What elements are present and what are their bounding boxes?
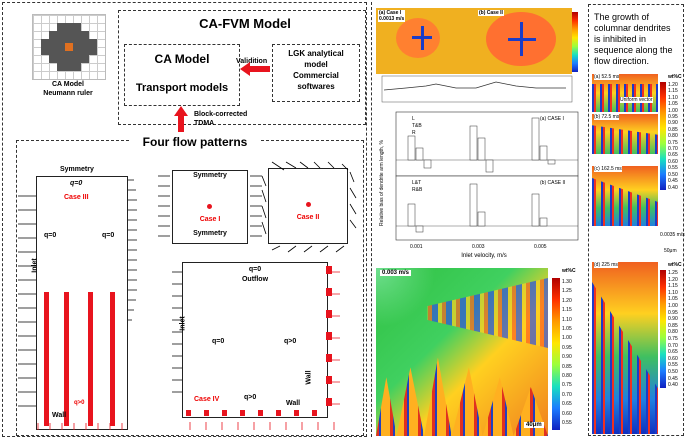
tdma-arrow <box>174 106 188 132</box>
case4-outflow: Outflow <box>241 276 269 283</box>
case3-label: Case III <box>64 194 89 201</box>
case4-arrows <box>172 271 340 430</box>
bar-chart-plot <box>395 111 579 241</box>
four-flow-title: Four flow patterns <box>130 135 260 149</box>
case4-wall-bottom: Wall <box>286 400 301 407</box>
bar-xtick-3: 0.005 <box>534 244 547 250</box>
case3-symmetry: Symmetry <box>60 166 94 173</box>
cafvm-title: CA-FVM Model <box>199 16 291 31</box>
ca-transport-box <box>124 44 240 106</box>
frame-c <box>592 166 658 226</box>
top-colorbar <box>572 12 578 72</box>
case3-q-left: q=0 <box>44 232 57 239</box>
far-colorbar-ticks-top: 1.20 1.15 1.10 1.05 1.00 0.95 0.90 0.85 0.80 0.75… <box>668 82 678 191</box>
sim-speed-label: 0.003 m/s <box>380 270 412 276</box>
frame-b-label: (b) 72.5 ms <box>594 114 620 120</box>
case3-inlet: Inlet <box>31 258 39 273</box>
top-panel-a-label: (a) Case I 0.0013 m/s <box>378 10 406 22</box>
case4-bottom-dendrites <box>186 410 326 416</box>
case2-seed <box>306 202 311 207</box>
case4-q-left: q=0 <box>212 338 225 345</box>
case1-symmetry-top: Symmetry <box>193 172 227 179</box>
bar-legend-a: L T&B R <box>412 116 422 136</box>
far-scale-label: 50μm <box>664 248 677 254</box>
sim-colorbar-title: wt%C <box>562 268 576 274</box>
far-colorbar-ticks-bottom: 1.25 1.20 1.15 1.10 1.05 1.00 0.95 0.90 0.85 0.80… <box>668 270 678 389</box>
bar-chart: Relative bias of dendrite arm length, % … <box>372 108 586 268</box>
far-speed-label: 0.0035 m/s <box>660 232 685 238</box>
case3-arrows <box>18 179 137 430</box>
bar-panel-b: (b) CASE II <box>540 180 566 186</box>
case3-q-top: q=0 <box>70 180 83 187</box>
case4-q-bottom: q>0 <box>244 394 257 401</box>
validation-arrow <box>240 62 270 76</box>
far-colorbar-title-bottom: wt%C <box>668 262 682 268</box>
bar-xtick-1: 0.001 <box>410 244 423 250</box>
dendrite-simulation <box>376 268 548 436</box>
case1-seed <box>207 204 212 209</box>
top-panel-b-label: (b) Case II <box>478 10 504 16</box>
case2-arrows <box>261 161 357 253</box>
transport-label: Transport models <box>135 82 229 94</box>
far-colorbar-title-top: wt%C <box>668 74 682 80</box>
frame-b <box>592 114 658 154</box>
bar-chart-xlabel: Inlet velocity, m/s <box>461 253 507 259</box>
frame-c-label: (c) 162.5 ms <box>594 166 622 172</box>
bar-chart-ylabel: Relative bias of dendrite arm length, % <box>379 140 385 226</box>
case1-domain <box>172 170 248 244</box>
case1-symmetry-bottom: Symmetry <box>193 230 227 237</box>
top-sim-panels <box>376 8 572 74</box>
bar-legend-b: L&T R&B <box>412 180 423 193</box>
lgk-text: LGK analytical model Commercial softwares <box>288 49 344 91</box>
ca-model-label: CA Model <box>154 52 210 66</box>
case3-dendrite-2 <box>64 292 69 426</box>
case4-right-dendrites <box>326 266 332 416</box>
left-figure-frame <box>2 2 367 437</box>
frame-d <box>592 262 658 434</box>
case4-q-top: q=0 <box>248 266 262 273</box>
case3-wall: Wall <box>52 412 67 419</box>
far-right-description: The growth of columnar dendrites is inhibi… <box>594 12 673 66</box>
case4-label: Case IV <box>194 396 220 403</box>
bar-panel-a: (a) CASE I <box>540 116 564 122</box>
far-colorbar-top <box>660 82 666 190</box>
sim-scale-bar: 40μm <box>524 422 544 428</box>
case4-wall-right: Wall <box>305 370 313 385</box>
bar-xtick-2: 0.003 <box>472 244 485 250</box>
case3-q-right: q=0 <box>102 232 115 239</box>
ca-grid-caption: CA Model Neumann ruler <box>43 81 93 97</box>
case3-dendrite-3 <box>88 292 93 426</box>
case2-label: Case II <box>296 214 320 221</box>
sim-colorbar-ticks: 1.30 1.25 1.20 1.15 1.10 1.05 1.00 0.95 0.90 0.85… <box>562 279 572 427</box>
case2-domain <box>268 168 348 244</box>
case1-label: Case I <box>199 216 221 223</box>
uniform-vector-label: Uniform vector <box>620 97 653 103</box>
case4-inlet: Inlet <box>179 316 187 331</box>
cafvm-frame <box>118 10 366 125</box>
ca-grid <box>32 14 106 80</box>
sim-colorbar <box>552 278 560 430</box>
case3-dendrite-4 <box>110 292 115 426</box>
case3-domain <box>36 176 128 430</box>
frame-a-label: (a) 52.5 ms <box>594 74 620 80</box>
tdma-label: Block-corrected TDMA <box>194 111 248 127</box>
far-right-frame <box>588 4 684 436</box>
frame-d-label: (d) 225 ms <box>594 262 618 268</box>
case3-q-pos: q>0 <box>74 400 85 406</box>
lgk-box <box>272 44 360 102</box>
case3-dendrite-1 <box>44 292 49 426</box>
far-colorbar-bottom <box>660 270 666 388</box>
case4-q-right: q>0 <box>284 338 297 345</box>
validation-label: Validition <box>236 58 268 65</box>
case1-arrows <box>158 175 262 237</box>
top-profile-plot <box>381 75 573 103</box>
right-figure-frame <box>371 2 588 437</box>
